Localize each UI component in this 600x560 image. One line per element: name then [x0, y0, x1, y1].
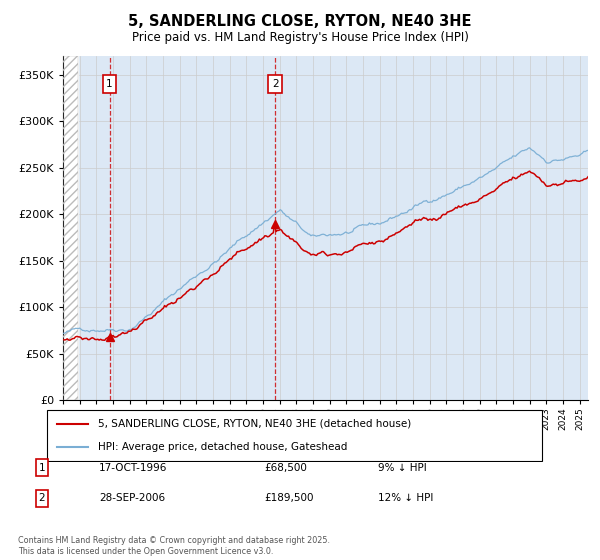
Text: 9% ↓ HPI: 9% ↓ HPI	[378, 463, 427, 473]
Text: 1: 1	[106, 79, 113, 89]
FancyBboxPatch shape	[47, 410, 542, 461]
Text: £68,500: £68,500	[264, 463, 307, 473]
Text: HPI: Average price, detached house, Gateshead: HPI: Average price, detached house, Gate…	[98, 442, 347, 452]
Text: Contains HM Land Registry data © Crown copyright and database right 2025.
This d: Contains HM Land Registry data © Crown c…	[18, 536, 330, 556]
Text: 28-SEP-2006: 28-SEP-2006	[99, 493, 165, 503]
Bar	[63, 56, 79, 400]
Bar	[63, 56, 79, 400]
Text: 2: 2	[272, 79, 278, 89]
Text: 12% ↓ HPI: 12% ↓ HPI	[378, 493, 433, 503]
Text: Price paid vs. HM Land Registry's House Price Index (HPI): Price paid vs. HM Land Registry's House …	[131, 31, 469, 44]
Text: 5, SANDERLING CLOSE, RYTON, NE40 3HE: 5, SANDERLING CLOSE, RYTON, NE40 3HE	[128, 14, 472, 29]
Text: 17-OCT-1996: 17-OCT-1996	[99, 463, 167, 473]
Text: 5, SANDERLING CLOSE, RYTON, NE40 3HE (detached house): 5, SANDERLING CLOSE, RYTON, NE40 3HE (de…	[98, 419, 412, 429]
Text: £189,500: £189,500	[264, 493, 314, 503]
Text: 2: 2	[38, 493, 46, 503]
Text: 1: 1	[38, 463, 46, 473]
